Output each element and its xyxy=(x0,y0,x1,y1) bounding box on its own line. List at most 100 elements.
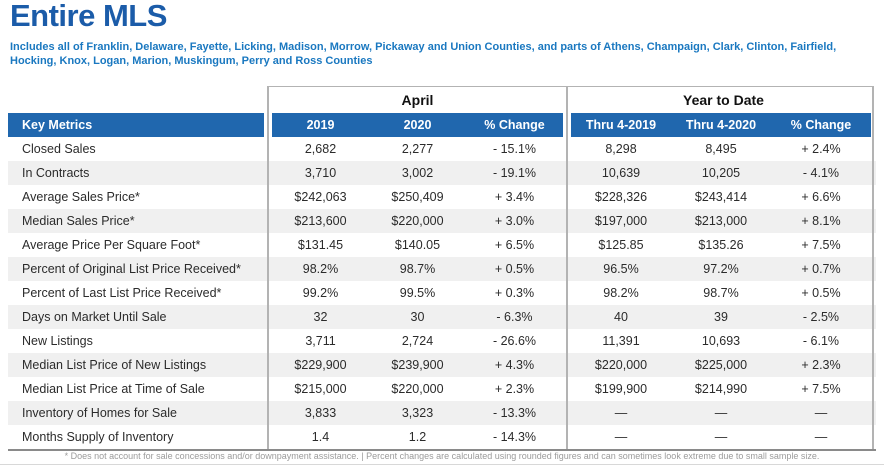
value-april-pct-change: + 0.5% xyxy=(494,262,535,276)
metric-label: Average Sales Price* xyxy=(22,190,140,204)
value-april-2019: $213,600 xyxy=(294,214,347,228)
value-ytd-pct-change: + 7.5% xyxy=(801,382,841,396)
value-april-2019: 98.2% xyxy=(302,262,339,276)
table-row: New Listings 3,711 2,724 - 26.6% 11,391 10,69… xyxy=(8,329,876,353)
table-row: Average Price Per Square Foot* $131.45 $14… xyxy=(8,233,876,257)
value-april-pct-change: - 26.6% xyxy=(492,334,537,348)
value-april-2019: 99.2% xyxy=(302,286,339,300)
value-thru-4-2020: $243,414 xyxy=(694,190,748,204)
value-thru-4-2020: 8,495 xyxy=(705,142,737,156)
column-gap xyxy=(264,233,272,257)
value-april-pct-change: + 3.4% xyxy=(494,190,535,204)
table-row: Median Sales Price* $213,600 $220,000 + 3.0… xyxy=(8,209,876,233)
value-thru-4-2019: 11,391 xyxy=(602,334,640,348)
group-header-year-to-date: Year to Date xyxy=(683,92,764,108)
column-gap xyxy=(871,425,876,449)
column-gap xyxy=(264,353,272,377)
value-april-2020: 3,002 xyxy=(401,166,434,180)
column-gap xyxy=(871,305,876,329)
value-april-2020: $250,409 xyxy=(391,190,444,204)
value-thru-4-2020: 97.2% xyxy=(703,262,739,276)
column-gap xyxy=(563,401,571,425)
column-gap xyxy=(871,281,876,305)
value-april-2019: 1.4 xyxy=(311,430,330,444)
value-april-2019: 3,710 xyxy=(304,166,337,180)
value-april-pct-change: - 14.3% xyxy=(492,430,537,444)
metric-label: New Listings xyxy=(22,334,93,348)
table-row: Average Sales Price* $242,063 $250,409 + 3.… xyxy=(8,185,876,209)
value-ytd-pct-change: + 7.5% xyxy=(801,238,841,252)
column-gap xyxy=(563,377,571,401)
value-thru-4-2019: 96.5% xyxy=(603,262,639,276)
key-metrics-table: April Year to Date Key Metrics 2019 2020… xyxy=(8,86,876,451)
value-april-2020: 30 xyxy=(410,310,425,324)
group-header-spacer xyxy=(8,86,272,113)
header-april-2019: 2019 xyxy=(272,113,369,137)
value-ytd-pct-change: — xyxy=(814,430,828,444)
table-row: Percent of Original List Price Received*… xyxy=(8,257,876,281)
value-april-pct-change: + 6.5% xyxy=(494,238,535,252)
value-thru-4-2020: — xyxy=(714,430,728,444)
column-gap xyxy=(264,329,272,353)
column-gap xyxy=(264,401,272,425)
value-april-2020: 2,724 xyxy=(401,334,434,348)
metric-label: Inventory of Homes for Sale xyxy=(22,406,177,420)
metric-label: Average Price Per Square Foot* xyxy=(22,238,201,252)
table-row: Median List Price at Time of Sale $215,00… xyxy=(8,377,876,401)
value-ytd-pct-change: + 0.7% xyxy=(801,262,841,276)
value-thru-4-2020: $214,990 xyxy=(694,382,748,396)
column-gap xyxy=(264,281,272,305)
column-gap xyxy=(264,137,272,161)
value-april-pct-change: - 19.1% xyxy=(492,166,537,180)
column-gap xyxy=(264,161,272,185)
value-thru-4-2019: 10,639 xyxy=(601,166,641,180)
column-gap xyxy=(871,353,876,377)
metric-label: Median Sales Price* xyxy=(22,214,135,228)
value-april-2020: 98.7% xyxy=(399,262,436,276)
metric-label: Closed Sales xyxy=(22,142,96,156)
value-april-pct-change: - 15.1% xyxy=(492,142,537,156)
value-thru-4-2020: $213,000 xyxy=(694,214,748,228)
value-thru-4-2020: 98.7% xyxy=(703,286,739,300)
value-ytd-pct-change: - 2.5% xyxy=(802,310,840,324)
table-row: Closed Sales 2,682 2,277 - 15.1% 8,298 8,495 +… xyxy=(8,137,876,161)
column-gap xyxy=(264,305,272,329)
value-april-2019: 3,711 xyxy=(305,334,336,348)
header-thru-4-2019: Thru 4-2019 xyxy=(571,113,671,137)
metric-label: In Contracts xyxy=(22,166,90,180)
value-thru-4-2020: — xyxy=(714,406,728,420)
column-gap xyxy=(871,161,876,185)
value-april-2020: $140.05 xyxy=(394,238,441,252)
value-april-pct-change: + 3.0% xyxy=(494,214,535,228)
column-gap xyxy=(871,233,876,257)
column-gap xyxy=(264,185,272,209)
value-thru-4-2019: 8,298 xyxy=(605,142,637,156)
column-gap xyxy=(871,329,876,353)
table-row: Months Supply of Inventory 1.4 1.2 - 14.3% —… xyxy=(8,425,876,449)
column-gap xyxy=(563,305,571,329)
table-body: Closed Sales 2,682 2,277 - 15.1% 8,298 8,495 +… xyxy=(8,137,876,449)
column-gap xyxy=(563,353,571,377)
column-gap xyxy=(563,233,571,257)
table-row: Median List Price of New Listings $229,90… xyxy=(8,353,876,377)
value-april-2020: 99.5% xyxy=(399,286,436,300)
column-gap xyxy=(563,281,571,305)
value-april-2020: $220,000 xyxy=(391,214,444,228)
metric-label: Days on Market Until Sale xyxy=(22,310,167,324)
value-april-pct-change: + 2.3% xyxy=(494,382,535,396)
metric-label: Months Supply of Inventory xyxy=(22,430,174,444)
column-gap xyxy=(264,257,272,281)
value-ytd-pct-change: + 2.4% xyxy=(801,142,841,156)
value-thru-4-2019: $199,900 xyxy=(594,382,648,396)
group-header-row: April Year to Date xyxy=(8,86,876,113)
value-april-2019: 32 xyxy=(313,310,328,324)
value-ytd-pct-change: - 4.1% xyxy=(802,166,840,180)
metric-label: Median List Price of New Listings xyxy=(22,358,207,372)
value-ytd-pct-change: + 8.1% xyxy=(801,214,841,228)
table-row: Percent of Last List Price Received* 99.2… xyxy=(8,281,876,305)
value-ytd-pct-change: - 6.1% xyxy=(802,334,840,348)
header-april-pct-change: % Change xyxy=(466,113,563,137)
footnote: * Does not account for sale concessions … xyxy=(64,451,820,461)
column-gap xyxy=(563,329,571,353)
value-april-2019: 3,833 xyxy=(304,406,337,420)
